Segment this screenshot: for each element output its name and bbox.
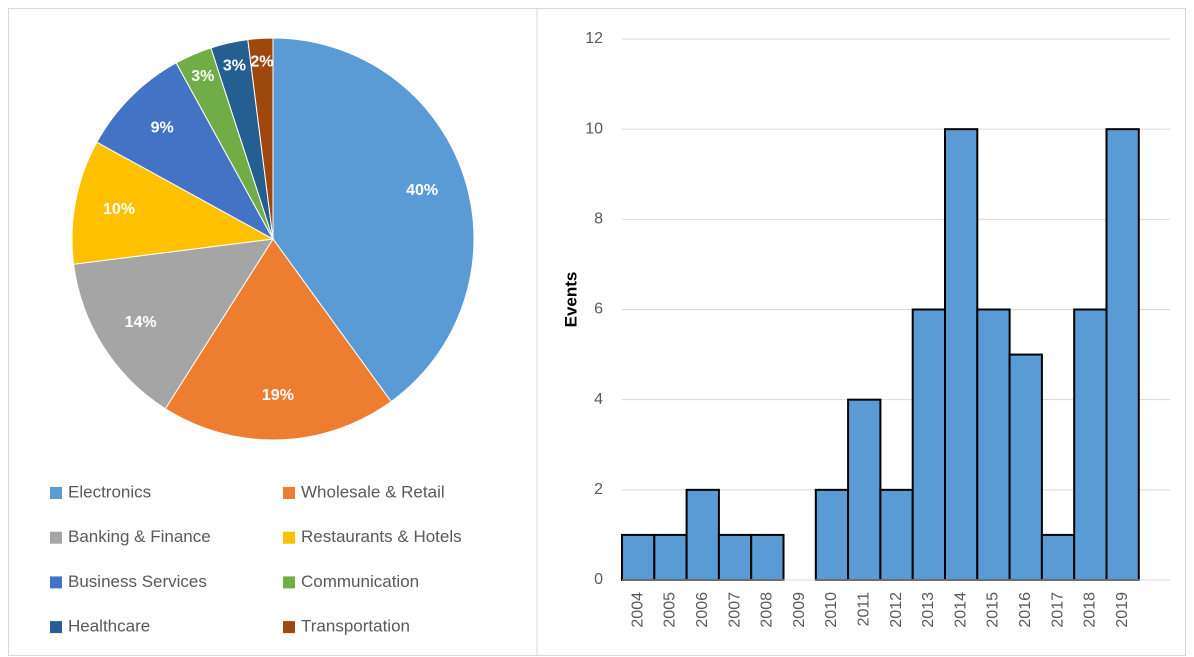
x-tick-label: 2005 (662, 592, 679, 628)
y-tick-label: 12 (585, 30, 603, 47)
legend-swatch (50, 576, 62, 589)
legend-swatch (50, 531, 62, 544)
bar (1105, 128, 1140, 582)
x-tick-label: 2007 (726, 592, 743, 628)
legend-swatch (283, 621, 295, 634)
x-tick-label: 2009 (791, 592, 808, 628)
data-label: 14% (125, 314, 157, 331)
x-tick-label: 2014 (952, 592, 969, 628)
y-tick-label: 10 (585, 120, 603, 137)
x-tick-label: 2008 (759, 592, 776, 628)
legend-label: Wholesale & Retail (301, 482, 445, 501)
legend-label: Restaurants & Hotels (301, 527, 462, 546)
legend-label: Transportation (301, 617, 410, 636)
x-tick-label: 2013 (920, 592, 937, 628)
bar (847, 398, 882, 581)
pie-slice (272, 37, 475, 403)
pie-slice (73, 238, 274, 410)
legend-swatch (283, 576, 295, 589)
pie-slice (96, 62, 275, 241)
legend-swatch (50, 621, 62, 634)
y-tick-label: 4 (594, 391, 603, 408)
legend-label: Communication (301, 572, 419, 591)
frame (8, 8, 1186, 656)
bar (717, 533, 753, 582)
bar (621, 533, 656, 582)
data-label: 3% (191, 68, 214, 85)
legend-swatch (50, 487, 62, 499)
legend-label: Healthcare (68, 617, 150, 636)
legend-label: Banking & Finance (68, 527, 211, 546)
y-tick-label: 0 (594, 571, 603, 588)
bar (814, 488, 850, 582)
pie-slice (247, 37, 274, 240)
legend-label: Business Services (68, 572, 207, 591)
legend-label: Electronics (68, 482, 151, 501)
legend-swatch (283, 487, 295, 499)
data-label: 2% (250, 54, 273, 71)
x-tick-label: 2010 (823, 592, 840, 628)
y-tick-label: 6 (594, 301, 603, 318)
x-tick-label: 2004 (629, 592, 646, 628)
y-tick-label: 8 (594, 211, 603, 228)
data-label: 3% (223, 58, 246, 75)
pie-slice (164, 238, 392, 441)
x-tick-label: 2017 (1049, 592, 1066, 628)
x-tick-label: 2015 (985, 592, 1002, 628)
y-tick-label: 2 (594, 481, 603, 498)
bar (944, 128, 979, 582)
x-tick-label: 2011 (855, 592, 872, 627)
data-label: 10% (103, 201, 135, 218)
pie-slice (71, 141, 275, 265)
bar (1040, 533, 1076, 582)
bar (1008, 353, 1043, 582)
bar (911, 308, 947, 581)
x-tick-label: 2018 (1082, 592, 1099, 628)
bar (750, 533, 785, 582)
bar (976, 308, 1011, 581)
bar (879, 488, 914, 582)
y-axis-label: Events (561, 272, 580, 328)
bar (685, 488, 720, 582)
x-tick-label: 2012 (888, 592, 905, 628)
data-label: 9% (151, 119, 174, 136)
x-tick-label: 2016 (1017, 592, 1034, 628)
legend-swatch (283, 531, 295, 544)
x-tick-label: 2019 (1114, 592, 1131, 628)
data-label: 40% (406, 182, 438, 199)
bar (653, 533, 688, 582)
data-label: 19% (262, 387, 294, 404)
bar (1073, 308, 1108, 581)
x-tick-label: 2006 (694, 592, 711, 628)
